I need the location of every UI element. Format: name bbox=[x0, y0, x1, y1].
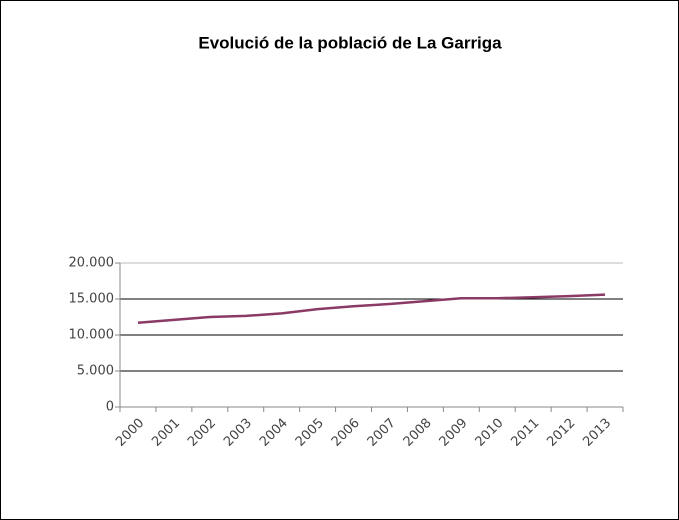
line bbox=[137, 293, 606, 325]
y-tick-label: 10.000 bbox=[69, 328, 115, 343]
y-tick-label: 20.000 bbox=[69, 256, 115, 271]
y-tick-label: 0 bbox=[106, 400, 114, 415]
y-tick-label: 5.000 bbox=[77, 364, 114, 379]
chart-title: Evolució de la població de La Garriga bbox=[198, 33, 502, 52]
y-tick-label: 15.000 bbox=[69, 292, 115, 307]
